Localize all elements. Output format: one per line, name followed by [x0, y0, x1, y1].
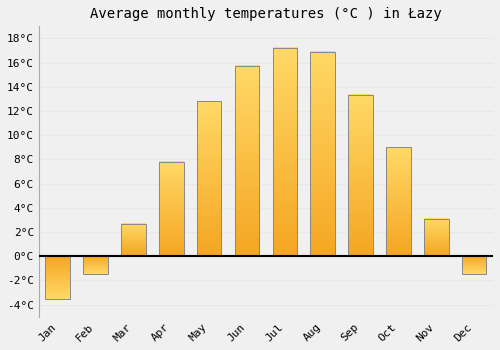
Bar — [424, 219, 448, 256]
Bar — [386, 147, 410, 256]
Bar — [234, 66, 260, 256]
Bar — [462, 256, 486, 274]
Bar — [121, 224, 146, 256]
Bar — [197, 102, 222, 256]
Bar — [84, 256, 108, 274]
Bar — [348, 95, 373, 256]
Bar — [159, 162, 184, 256]
Bar — [46, 256, 70, 299]
Bar — [272, 48, 297, 256]
Title: Average monthly temperatures (°C ) in Łazy: Average monthly temperatures (°C ) in Ła… — [90, 7, 442, 21]
Bar — [310, 52, 335, 256]
